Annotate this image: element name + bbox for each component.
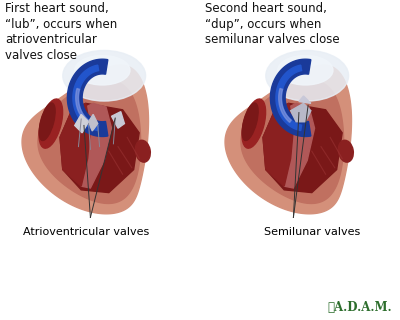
- Polygon shape: [284, 103, 314, 188]
- Polygon shape: [22, 65, 148, 214]
- Polygon shape: [276, 65, 302, 131]
- Polygon shape: [76, 88, 88, 123]
- Text: ★A.D.A.M.: ★A.D.A.M.: [327, 301, 392, 314]
- Polygon shape: [68, 59, 108, 136]
- Polygon shape: [299, 96, 311, 103]
- Polygon shape: [60, 103, 90, 186]
- Ellipse shape: [63, 51, 146, 101]
- Polygon shape: [112, 112, 124, 128]
- Ellipse shape: [135, 140, 150, 162]
- Text: First heart sound,
“lub”, occurs when
atrioventricular
valves close: First heart sound, “lub”, occurs when at…: [5, 2, 117, 61]
- Ellipse shape: [39, 99, 63, 148]
- Polygon shape: [270, 59, 311, 136]
- Polygon shape: [75, 115, 88, 133]
- Polygon shape: [225, 65, 352, 214]
- Polygon shape: [38, 81, 141, 204]
- Ellipse shape: [75, 56, 130, 85]
- Ellipse shape: [338, 140, 353, 162]
- Polygon shape: [73, 65, 99, 131]
- Ellipse shape: [242, 103, 258, 140]
- Polygon shape: [263, 103, 293, 186]
- Polygon shape: [279, 88, 291, 123]
- Polygon shape: [291, 103, 311, 122]
- Ellipse shape: [278, 56, 333, 85]
- Ellipse shape: [39, 103, 55, 140]
- Text: Semilunar valves: Semilunar valves: [264, 227, 360, 237]
- Ellipse shape: [242, 99, 266, 148]
- Polygon shape: [60, 103, 139, 193]
- Text: Second heart sound,
“dup”, occurs when
semilunar valves close: Second heart sound, “dup”, occurs when s…: [205, 2, 340, 46]
- Polygon shape: [241, 81, 344, 204]
- Ellipse shape: [266, 51, 348, 101]
- Text: Atrioventricular valves: Atrioventricular valves: [23, 227, 149, 237]
- Polygon shape: [81, 103, 112, 188]
- Polygon shape: [88, 115, 98, 131]
- Polygon shape: [263, 103, 342, 193]
